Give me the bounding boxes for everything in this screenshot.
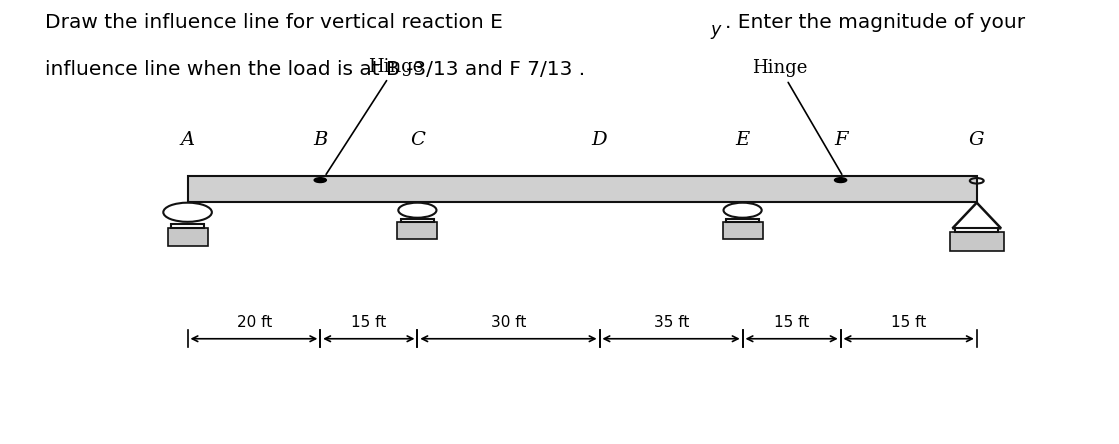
Text: D: D (592, 131, 608, 149)
Text: 20 ft: 20 ft (237, 315, 272, 330)
Text: 15 ft: 15 ft (774, 315, 810, 330)
Polygon shape (952, 202, 1002, 228)
Text: E: E (735, 131, 750, 149)
Text: F: F (834, 131, 847, 149)
Text: 30 ft: 30 ft (491, 315, 526, 330)
Bar (171, 223, 204, 228)
Text: Hinge: Hinge (752, 59, 841, 174)
Text: 15 ft: 15 ft (351, 315, 386, 330)
Text: Draw the influence line for vertical reaction E: Draw the influence line for vertical rea… (45, 13, 502, 32)
Text: y: y (711, 21, 721, 40)
Bar (168, 228, 207, 246)
Bar (401, 219, 434, 222)
Text: . Enter the magnitude of your: . Enter the magnitude of your (725, 13, 1025, 32)
Bar (950, 232, 1004, 250)
Text: C: C (410, 131, 425, 149)
Bar (956, 228, 998, 232)
Bar (188, 176, 977, 202)
Text: B: B (313, 131, 328, 149)
Text: 35 ft: 35 ft (653, 315, 689, 330)
Text: Hinge: Hinge (326, 58, 423, 174)
Text: 15 ft: 15 ft (892, 315, 927, 330)
Text: A: A (180, 131, 195, 149)
Text: influence line when the load is at B -3/13 and F 7/13 .: influence line when the load is at B -3/… (45, 60, 585, 79)
Circle shape (835, 178, 847, 182)
Bar (723, 222, 762, 239)
Bar (397, 222, 438, 239)
Bar (726, 219, 759, 222)
Text: G: G (969, 131, 985, 149)
Circle shape (314, 178, 327, 182)
